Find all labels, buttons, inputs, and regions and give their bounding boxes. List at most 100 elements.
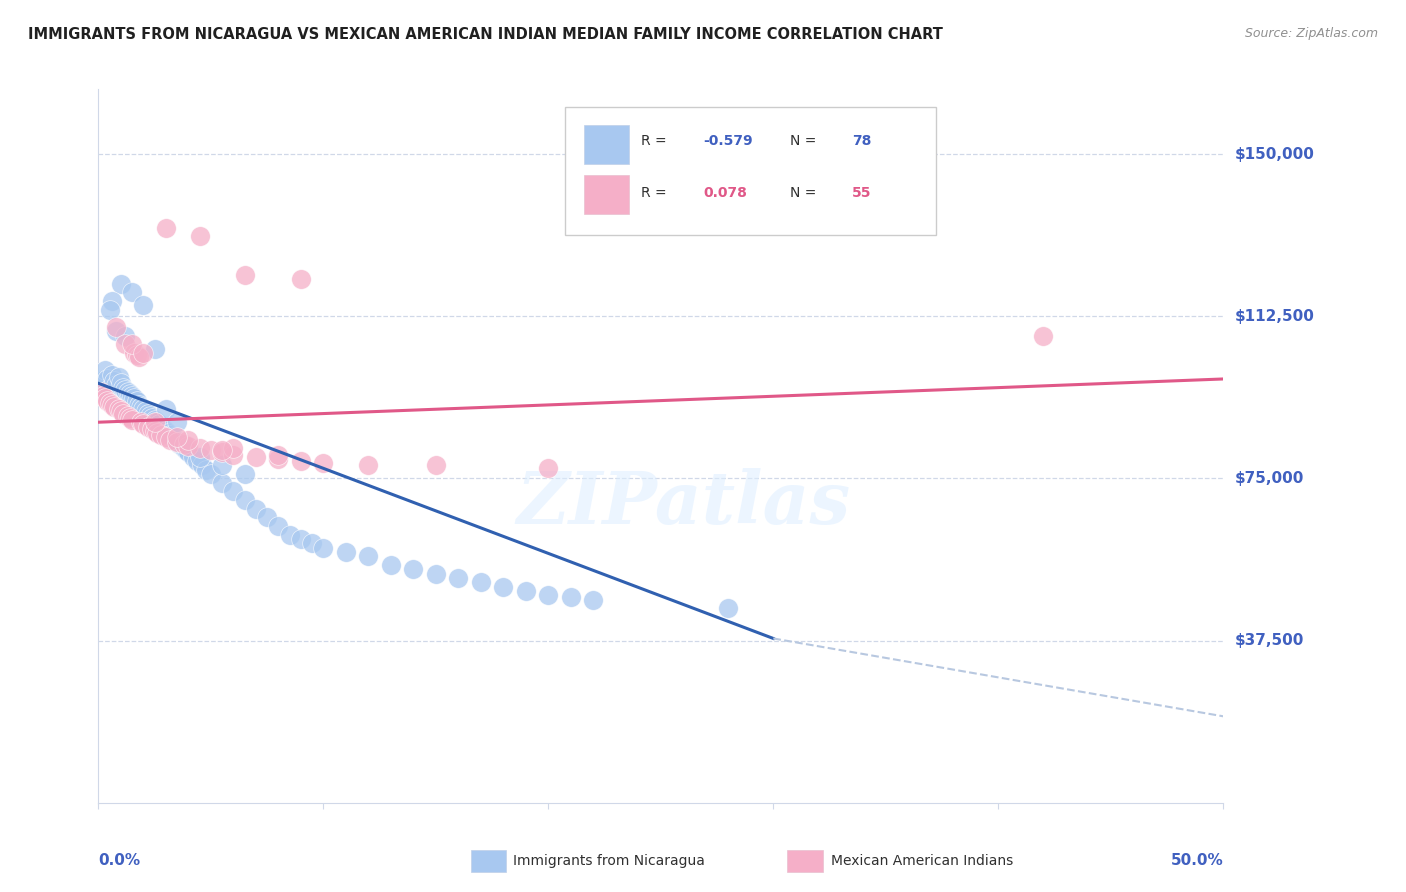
Point xyxy=(117,409,139,423)
Point xyxy=(560,591,582,605)
Point xyxy=(103,374,125,388)
Point xyxy=(211,445,233,459)
Text: N =: N = xyxy=(790,134,821,147)
Point xyxy=(121,285,143,300)
Point xyxy=(98,396,121,410)
Point xyxy=(492,580,515,594)
Point xyxy=(136,407,159,421)
Point xyxy=(173,441,195,455)
Point xyxy=(181,450,204,464)
Point xyxy=(107,402,129,417)
Point xyxy=(222,448,245,462)
Bar xyxy=(585,175,630,214)
Text: Source: ZipAtlas.com: Source: ZipAtlas.com xyxy=(1244,27,1378,40)
Point xyxy=(222,441,245,455)
Point xyxy=(114,328,136,343)
Bar xyxy=(585,125,630,164)
Point xyxy=(211,475,233,490)
Point xyxy=(98,302,121,317)
Point xyxy=(105,320,128,334)
Point xyxy=(162,430,184,444)
Text: N =: N = xyxy=(790,186,821,200)
Point xyxy=(150,419,173,434)
Point xyxy=(125,393,148,408)
Point xyxy=(233,268,256,282)
Point xyxy=(150,428,173,442)
Point xyxy=(1032,328,1054,343)
Point xyxy=(128,351,150,365)
Point xyxy=(114,383,136,397)
Point xyxy=(105,325,128,339)
Point xyxy=(132,417,155,432)
Point xyxy=(129,400,152,414)
Point xyxy=(166,415,188,429)
Point xyxy=(141,422,163,436)
Point xyxy=(112,407,135,421)
Point xyxy=(188,441,211,455)
Point xyxy=(91,389,114,403)
Point xyxy=(170,439,193,453)
Point xyxy=(143,413,166,427)
Point xyxy=(132,346,155,360)
Text: Immigrants from Nicaragua: Immigrants from Nicaragua xyxy=(513,854,704,868)
Point xyxy=(118,387,141,401)
Text: 55: 55 xyxy=(852,186,872,200)
Point xyxy=(91,376,114,391)
Point xyxy=(125,348,148,362)
Point xyxy=(166,430,188,444)
Point xyxy=(155,402,177,417)
Point xyxy=(357,458,380,473)
Text: $37,500: $37,500 xyxy=(1234,633,1303,648)
Text: IMMIGRANTS FROM NICARAGUA VS MEXICAN AMERICAN INDIAN MEDIAN FAMILY INCOME CORREL: IMMIGRANTS FROM NICARAGUA VS MEXICAN AME… xyxy=(28,27,943,42)
Point xyxy=(132,402,155,417)
Point xyxy=(90,384,112,399)
Point xyxy=(143,342,166,356)
Point xyxy=(96,393,118,408)
Point xyxy=(94,363,117,377)
Point xyxy=(267,452,290,467)
Point xyxy=(447,571,470,585)
Point xyxy=(200,443,222,458)
Point xyxy=(380,558,402,572)
Point xyxy=(188,450,211,464)
Text: $75,000: $75,000 xyxy=(1234,471,1303,486)
Point xyxy=(278,527,301,541)
Point xyxy=(118,410,141,425)
Point xyxy=(157,425,180,440)
Point xyxy=(177,433,200,447)
Point xyxy=(173,437,195,451)
Point xyxy=(470,575,492,590)
Point xyxy=(537,588,560,602)
Point xyxy=(155,430,177,444)
Point xyxy=(177,445,200,459)
Text: 78: 78 xyxy=(852,134,872,147)
Point xyxy=(124,392,146,406)
Point xyxy=(98,381,121,395)
Point xyxy=(188,229,211,244)
Point xyxy=(245,450,267,464)
Point xyxy=(141,410,163,425)
Point xyxy=(148,417,170,432)
Point xyxy=(582,592,605,607)
Point xyxy=(186,454,208,468)
Point xyxy=(191,458,214,473)
Text: R =: R = xyxy=(641,186,675,200)
Point xyxy=(101,398,124,412)
Point xyxy=(96,372,118,386)
Point xyxy=(195,463,218,477)
Point xyxy=(159,428,181,442)
Point xyxy=(267,448,290,462)
Text: 0.078: 0.078 xyxy=(703,186,748,200)
Point xyxy=(110,404,132,418)
Point xyxy=(290,454,312,468)
FancyBboxPatch shape xyxy=(565,107,936,235)
Point xyxy=(166,434,188,449)
Point xyxy=(105,378,128,392)
Point xyxy=(121,337,143,351)
Text: R =: R = xyxy=(641,134,671,147)
Point xyxy=(101,368,124,382)
Point xyxy=(357,549,380,564)
Point xyxy=(267,519,290,533)
Point xyxy=(146,425,169,440)
Point xyxy=(211,443,233,458)
